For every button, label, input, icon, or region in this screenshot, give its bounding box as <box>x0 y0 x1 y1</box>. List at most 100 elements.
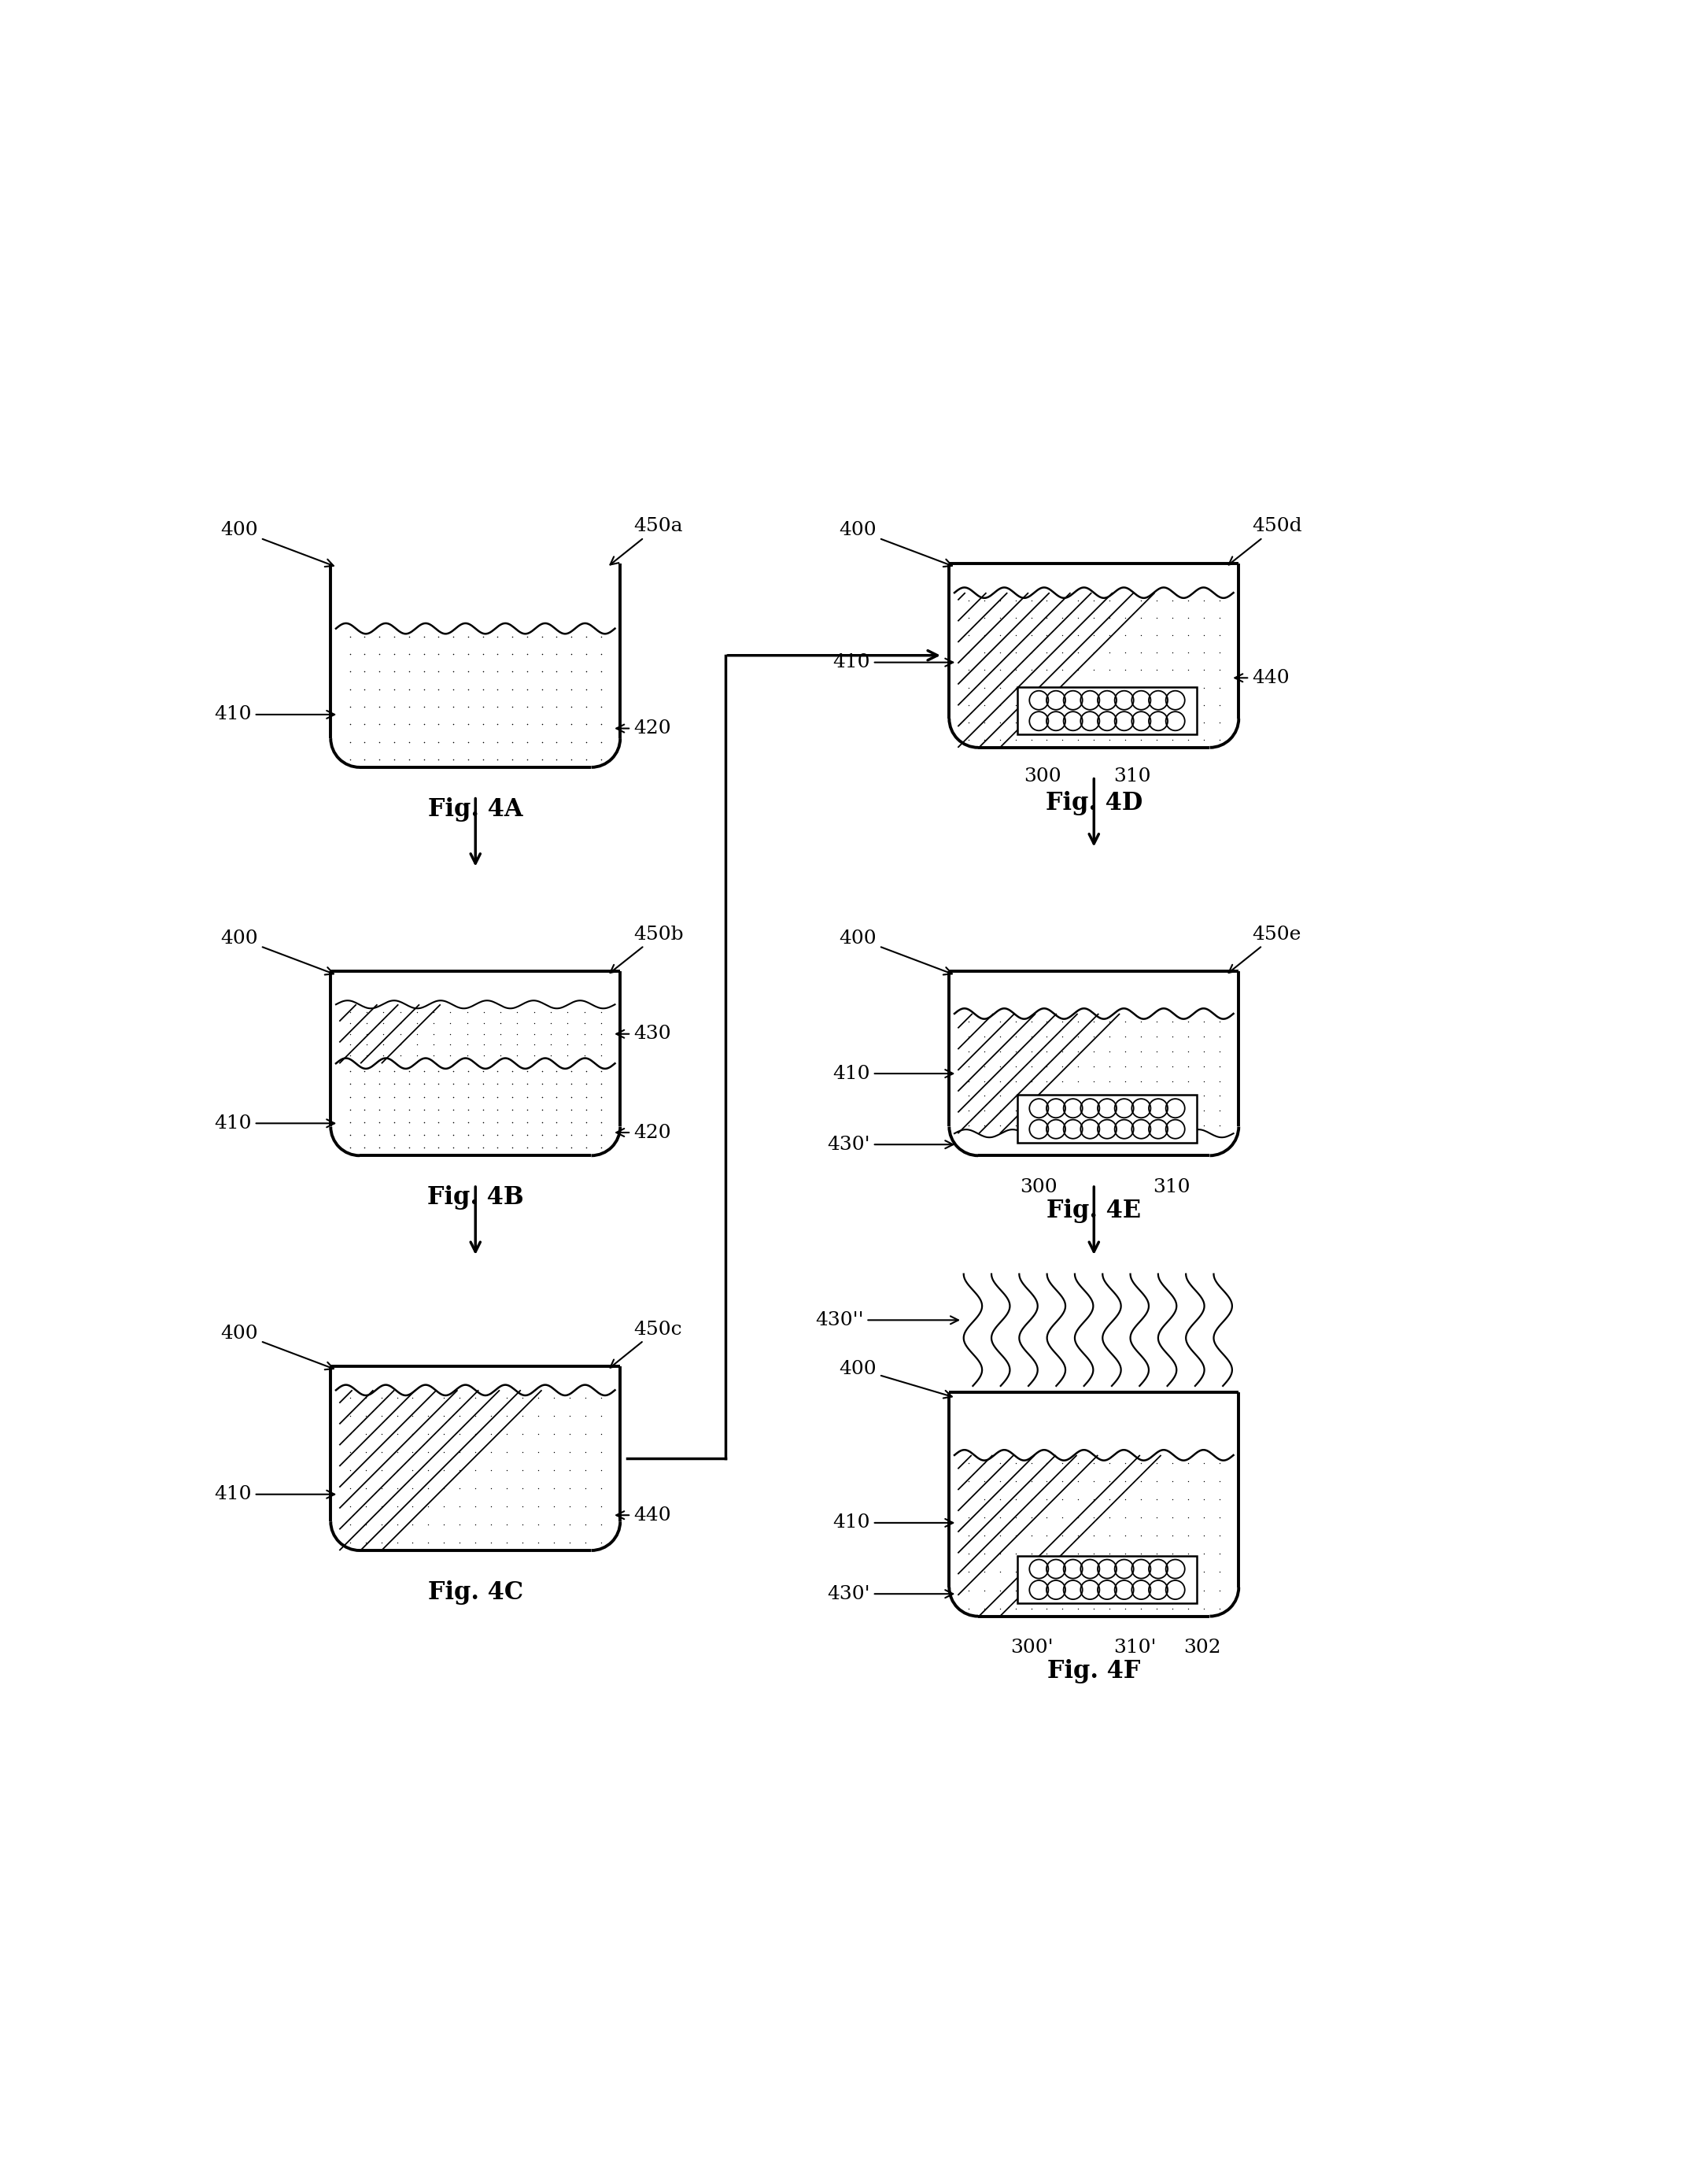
Point <box>509 1507 537 1542</box>
Point <box>1206 1483 1233 1518</box>
Point <box>1127 1107 1155 1142</box>
Point <box>513 743 540 778</box>
Point <box>521 1005 548 1040</box>
Point <box>336 653 363 688</box>
Point <box>509 1470 537 1505</box>
Point <box>384 1452 411 1487</box>
Point <box>987 705 1014 740</box>
Point <box>396 1129 423 1164</box>
Point <box>1049 723 1077 758</box>
Point <box>1158 1020 1185 1055</box>
Text: 400: 400 <box>839 1361 953 1398</box>
Point <box>1034 618 1061 653</box>
Point <box>414 1489 441 1524</box>
Point <box>1143 618 1170 653</box>
Point <box>396 673 423 708</box>
Point <box>588 1417 615 1452</box>
Point <box>509 1489 537 1524</box>
Point <box>1017 1555 1044 1590</box>
Point <box>554 1016 581 1051</box>
Point <box>1206 601 1233 636</box>
Point <box>1190 583 1217 618</box>
Point <box>588 743 615 778</box>
Point <box>588 1005 615 1040</box>
Point <box>336 1105 363 1140</box>
Point <box>559 636 586 670</box>
Point <box>1002 1572 1029 1607</box>
Point <box>431 1452 458 1487</box>
Point <box>440 743 467 778</box>
Point <box>336 1118 363 1153</box>
Bar <box>1017 1555 1197 1603</box>
Point <box>1158 705 1185 740</box>
Point <box>1034 705 1061 740</box>
Point <box>1080 1020 1107 1055</box>
Point <box>1017 1033 1044 1068</box>
Point <box>455 653 482 688</box>
Point <box>1175 1446 1202 1481</box>
Point <box>588 1037 615 1072</box>
Point <box>543 673 571 708</box>
Point <box>513 1118 540 1153</box>
Point <box>572 1055 599 1090</box>
Point <box>1112 1590 1139 1625</box>
Point <box>384 1398 411 1433</box>
Point <box>1127 705 1155 740</box>
Point <box>1049 1079 1077 1114</box>
Point <box>543 1118 571 1153</box>
Point <box>504 1037 531 1072</box>
Point <box>572 1452 599 1487</box>
Text: 440: 440 <box>1234 668 1289 688</box>
Point <box>1158 1518 1185 1553</box>
Point <box>368 1470 396 1505</box>
Point <box>1158 583 1185 618</box>
Point <box>588 653 615 688</box>
Point <box>462 1507 489 1542</box>
Point <box>971 653 998 688</box>
Point <box>351 636 379 670</box>
Point <box>487 1016 514 1051</box>
Point <box>1175 1033 1202 1068</box>
Point <box>572 1079 599 1114</box>
Point <box>462 1380 489 1415</box>
Point <box>1143 1020 1170 1055</box>
Point <box>555 1435 582 1470</box>
Point <box>1190 653 1217 688</box>
Point <box>971 705 998 740</box>
Point <box>365 708 392 743</box>
Point <box>470 1037 498 1072</box>
Point <box>1175 723 1202 758</box>
Point <box>1065 583 1092 618</box>
Point <box>987 1064 1014 1099</box>
Point <box>424 673 452 708</box>
Point <box>521 996 548 1031</box>
Point <box>370 1026 397 1061</box>
Point <box>455 636 482 670</box>
Point <box>987 1005 1014 1040</box>
Point <box>424 618 452 653</box>
Point <box>455 743 482 778</box>
Point <box>1206 670 1233 705</box>
Point <box>1049 1005 1077 1040</box>
Point <box>588 1118 615 1153</box>
Point <box>351 1079 379 1114</box>
Point <box>1127 1446 1155 1481</box>
Point <box>1190 1463 1217 1498</box>
Point <box>987 653 1014 688</box>
Point <box>1175 1020 1202 1055</box>
Point <box>477 1524 504 1559</box>
Point <box>1065 705 1092 740</box>
Point <box>411 1105 438 1140</box>
Point <box>1127 1483 1155 1518</box>
Point <box>440 1055 467 1090</box>
Point <box>1175 670 1202 705</box>
Point <box>440 1118 467 1153</box>
Point <box>504 1016 531 1051</box>
Point <box>447 1489 474 1524</box>
Point <box>954 583 981 618</box>
Point <box>455 725 482 760</box>
Point <box>336 636 363 670</box>
Point <box>1065 1535 1092 1570</box>
Point <box>572 708 599 743</box>
Point <box>1158 1033 1185 1068</box>
